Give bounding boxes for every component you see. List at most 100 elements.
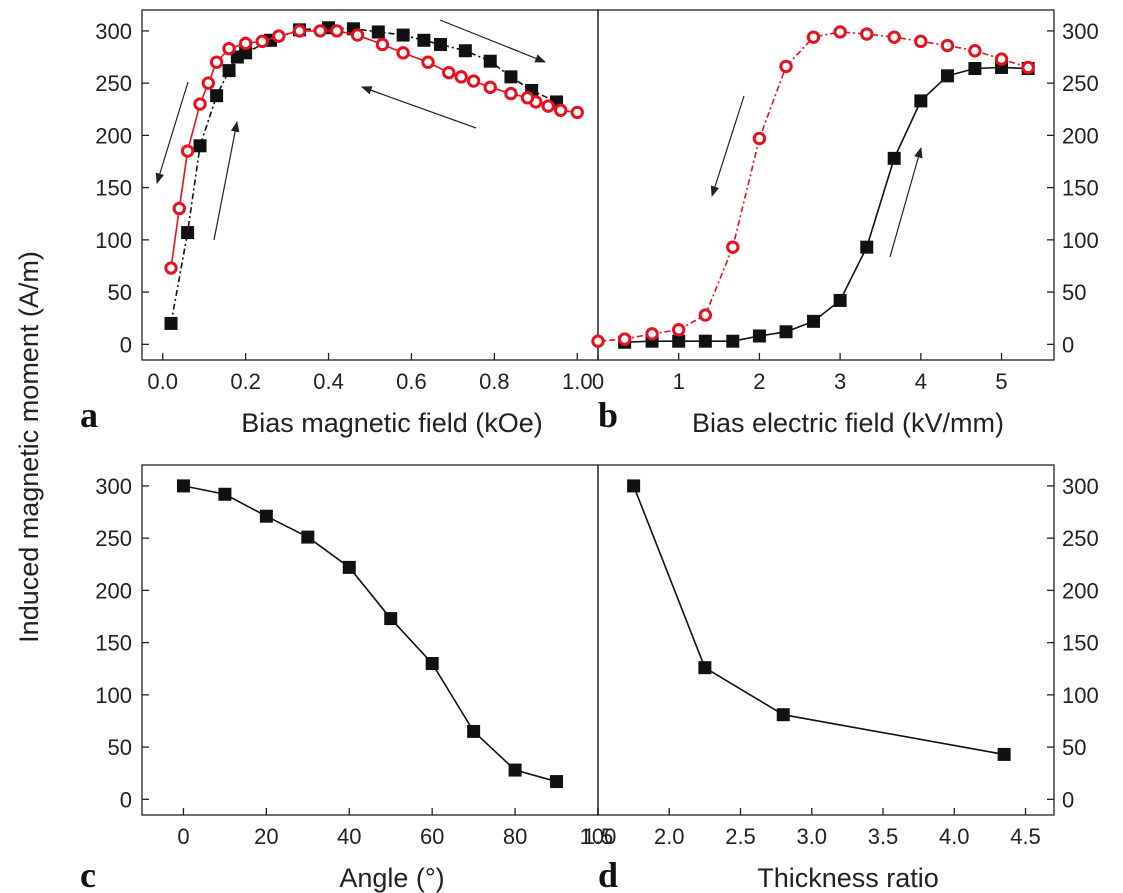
plot-frame [141, 464, 599, 816]
data-point [553, 103, 568, 117]
x-axis-label: Bias electric field (kV/mm) [692, 408, 1004, 438]
data-point [752, 329, 766, 343]
data-point [968, 44, 982, 58]
y-tick-label: 0 [120, 332, 132, 357]
data-point [201, 76, 216, 90]
data-point [218, 487, 232, 501]
y-tick-label: 300 [1062, 19, 1099, 44]
y-tick-label: 100 [1062, 683, 1099, 708]
shared-y-axis-label: Induced magnetic moment (A/m) [14, 251, 44, 643]
data-point [384, 612, 398, 626]
data-point [779, 325, 793, 339]
y-tick-label: 100 [95, 228, 132, 253]
data-point [1021, 60, 1035, 75]
direction-arrow [360, 86, 477, 129]
y-tick-label: 150 [1062, 176, 1099, 201]
data-point [752, 131, 767, 146]
data-point [272, 29, 286, 43]
data-point [292, 24, 307, 38]
data-point [181, 226, 195, 240]
data-point [520, 91, 535, 105]
y-tick-label: 150 [95, 631, 132, 656]
x-tick-label: 60 [420, 824, 444, 849]
x-tick-label: 3.5 [868, 824, 899, 849]
data-point [833, 25, 847, 39]
data-point [591, 334, 605, 348]
x-tick-label: 1 [673, 369, 685, 394]
x-tick-label: 2 [753, 369, 765, 394]
data-point [776, 708, 790, 722]
data-point [176, 479, 190, 493]
y-tick-label: 250 [1062, 526, 1099, 551]
data-point [726, 240, 740, 254]
direction-arrow [710, 95, 745, 198]
panel-letter: a [80, 395, 98, 435]
data-point [779, 59, 793, 74]
y-tick-label: 250 [95, 526, 132, 551]
data-point [350, 28, 365, 42]
x-tick-label: 3.0 [796, 824, 827, 849]
x-tick-label: 20 [254, 824, 278, 849]
data-point [968, 62, 982, 76]
data-point [371, 25, 385, 39]
data-point [259, 509, 273, 523]
panel-letter: d [598, 855, 618, 893]
data-point [914, 34, 928, 49]
data-point [172, 201, 187, 216]
data-point [239, 46, 253, 60]
direction-arrow [889, 146, 923, 258]
data-point [421, 55, 435, 69]
y-tick-label: 250 [1062, 71, 1099, 96]
y-tick-label: 100 [1062, 228, 1099, 253]
y-tick-label: 250 [95, 71, 132, 96]
data-point [940, 38, 955, 53]
y-tick-label: 300 [1062, 474, 1099, 499]
data-point [255, 34, 269, 49]
y-tick-label: 150 [95, 176, 132, 201]
x-tick-label: 1.0 [562, 369, 593, 394]
data-point [570, 105, 584, 120]
y-tick-label: 300 [95, 19, 132, 44]
data-point [806, 314, 820, 328]
x-tick-label: 100 [580, 824, 617, 849]
panel-a: 0.0 0.2 0.4 0.6 0.8 1.0 0 50 100 150 200 250 300 Bias… [80, 9, 599, 438]
data-point [210, 89, 224, 103]
data-point [483, 80, 497, 95]
x-tick-label: 0.4 [313, 369, 344, 394]
data-point [396, 28, 410, 42]
data-point [342, 560, 356, 574]
data-point [396, 46, 410, 60]
y-tick-label: 50 [1062, 280, 1086, 305]
data-point [833, 293, 847, 307]
series-line [624, 66, 1029, 344]
y-tick-label: 50 [108, 280, 132, 305]
panel-d: 1.5 2.0 2.5 3.0 3.5 4.0 4.5 0 50 100 150 200 250 300 T… [583, 464, 1099, 893]
data-point [541, 99, 555, 113]
x-tick-label: 0.2 [230, 369, 261, 394]
y-tick-label: 300 [95, 474, 132, 499]
y-tick-label: 200 [1062, 123, 1099, 148]
data-point [940, 69, 954, 83]
data-point [508, 763, 522, 777]
direction-arrow [439, 19, 547, 63]
series-line [632, 485, 1005, 756]
data-point [417, 33, 431, 47]
data-point [193, 139, 207, 153]
data-point [375, 37, 390, 52]
data-point [238, 36, 253, 51]
data-point [458, 44, 472, 58]
y-tick-label: 0 [1062, 332, 1074, 357]
x-tick-label: 0 [592, 369, 604, 394]
data-point [454, 70, 468, 84]
x-axis-label: Angle (°) [339, 863, 444, 893]
data-point [301, 530, 315, 544]
data-point [627, 479, 641, 493]
data-point [483, 54, 497, 68]
data-point [504, 86, 518, 101]
x-tick-label: 2.0 [654, 824, 685, 849]
series-line [597, 31, 1029, 342]
data-point [806, 30, 821, 44]
data-point [887, 30, 901, 44]
